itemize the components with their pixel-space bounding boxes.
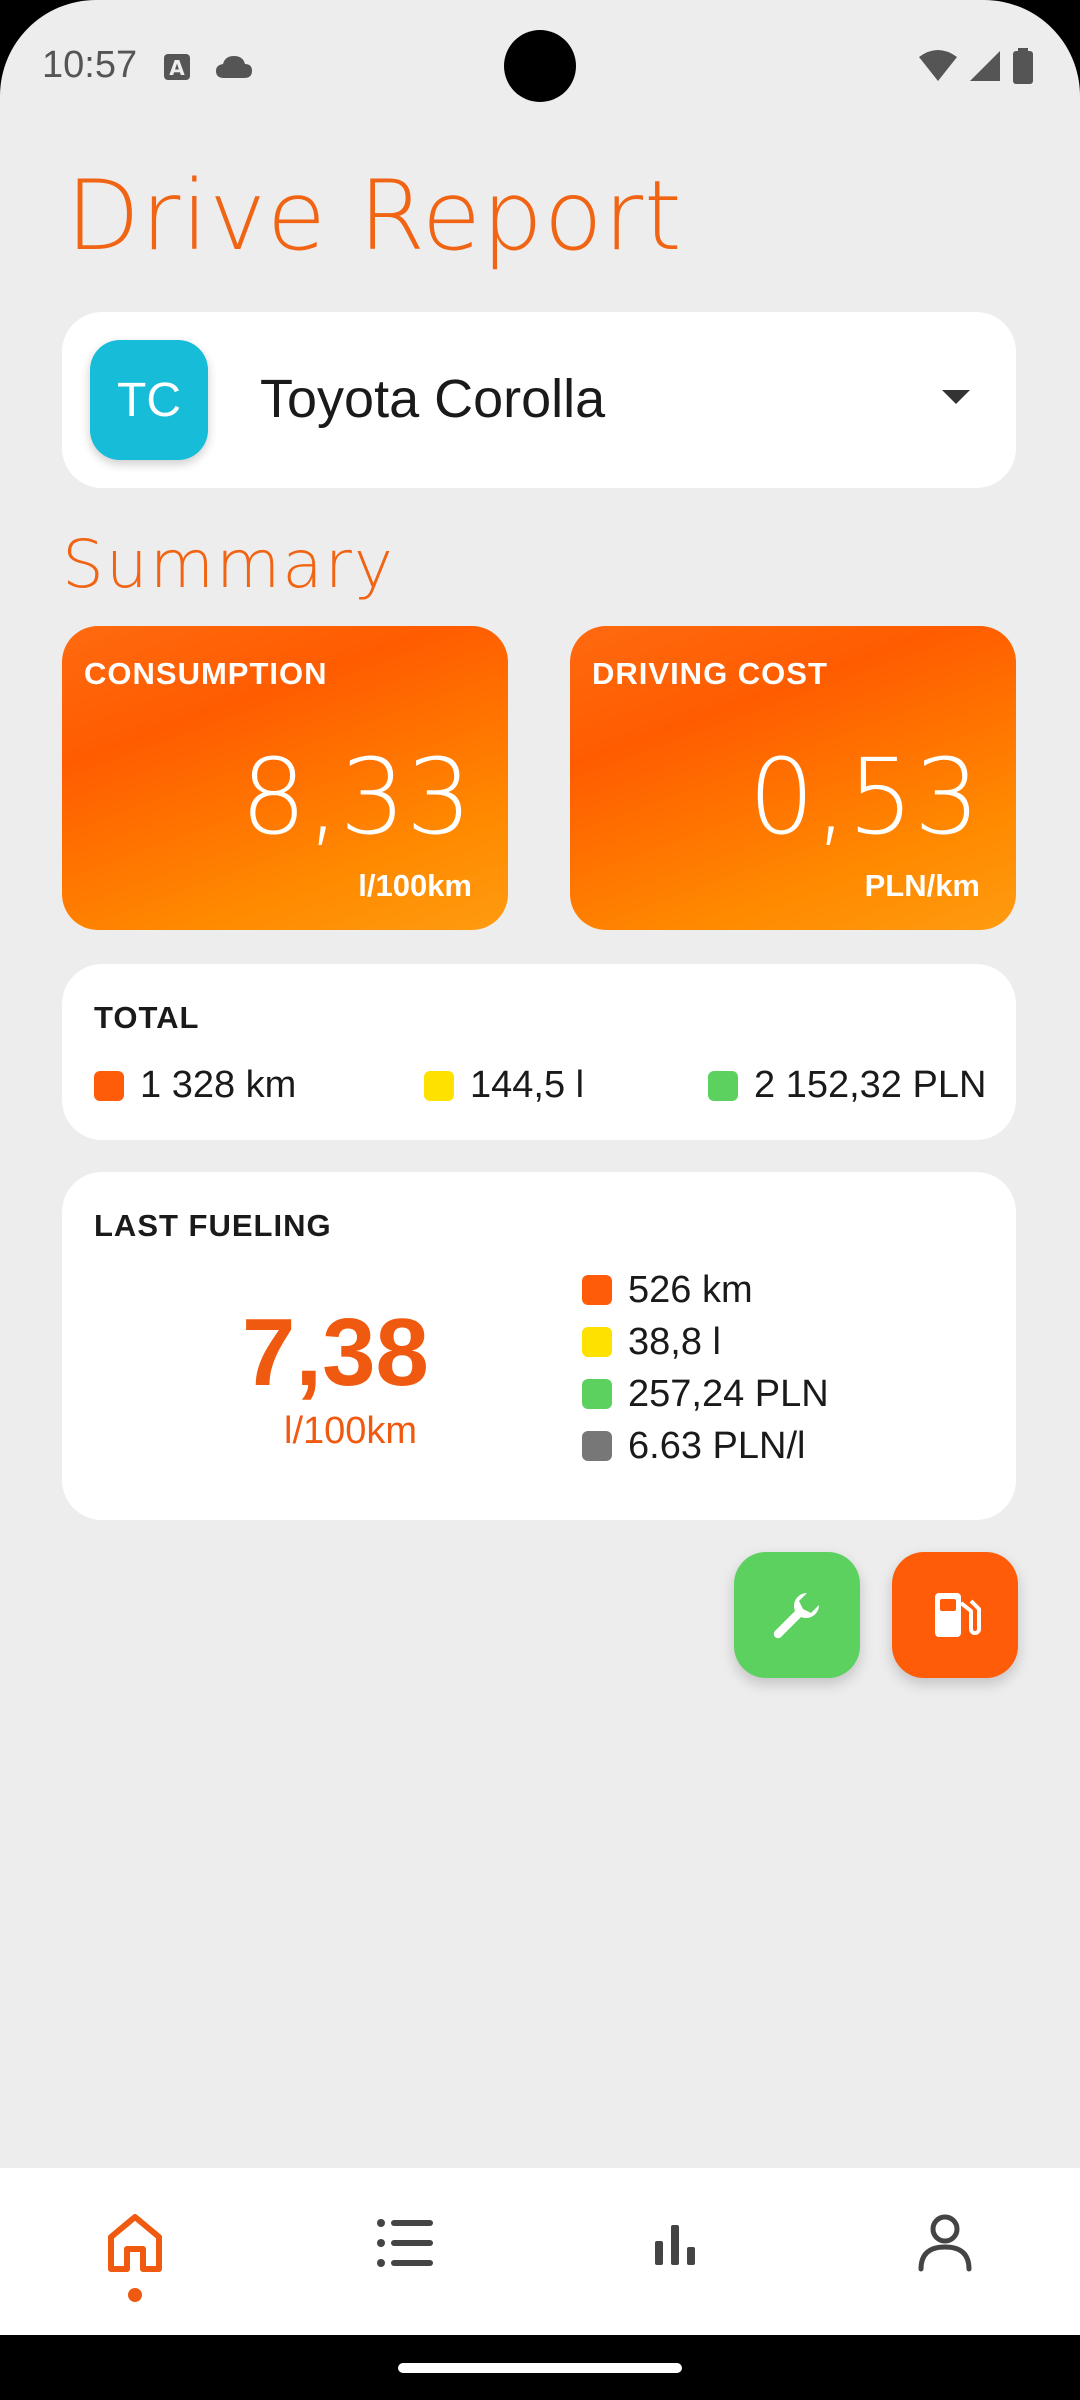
- last-fueling-heading: LAST FUELING: [94, 1208, 332, 1243]
- total-fuel-text: 144,5 l: [470, 1064, 585, 1106]
- page-title: Drive Report: [66, 160, 683, 272]
- price-color-square: [582, 1431, 612, 1461]
- home-icon: [108, 2214, 162, 2272]
- battery-icon: [1013, 48, 1033, 84]
- driving-cost-card: DRIVING COST 0,53 PLN/km: [570, 626, 1016, 930]
- last-volume-text: 38,8 l: [628, 1320, 721, 1363]
- consumption-label: CONSUMPTION: [84, 656, 328, 691]
- consumption-unit: l/100km: [358, 868, 472, 903]
- vehicle-name: Toyota Corolla: [260, 369, 606, 429]
- status-icons: [918, 48, 1034, 84]
- wrench-icon: [773, 1593, 819, 1639]
- signal-icon: [970, 51, 1000, 81]
- distance-color-square: [94, 1070, 124, 1101]
- profile-icon: [918, 2214, 972, 2272]
- total-distance: 1 328 km: [94, 1064, 296, 1107]
- fuel-pump-icon: [935, 1593, 981, 1637]
- bottom-navigation: [0, 2168, 1080, 2335]
- fuel-color-square: [582, 1327, 612, 1357]
- total-heading: TOTAL: [94, 1000, 200, 1035]
- nav-list[interactable]: [370, 2208, 440, 2278]
- consumption-card: CONSUMPTION 8,33 l/100km: [62, 626, 508, 930]
- driving-cost-unit: PLN/km: [864, 868, 980, 903]
- last-fueling-unit: l/100km: [284, 1410, 418, 1452]
- total-cost: 2 152,32 PLN: [708, 1064, 986, 1107]
- chevron-down-icon[interactable]: [942, 388, 970, 406]
- total-cost-text: 2 152,32 PLN: [754, 1064, 987, 1106]
- active-nav-indicator: [128, 2288, 142, 2302]
- driving-cost-value: 0,53: [748, 736, 980, 858]
- total-card: TOTAL 1 328 km 144,5 l 2 152,32 PLN: [62, 964, 1016, 1140]
- front-camera: [504, 30, 576, 102]
- text-a-icon: A: [164, 54, 190, 80]
- cost-color-square: [582, 1379, 612, 1409]
- last-fueling-price: 6.63 PLN/l: [582, 1420, 829, 1472]
- total-distance-text: 1 328 km: [140, 1064, 297, 1106]
- wifi-icon: [919, 50, 957, 81]
- nav-profile[interactable]: [910, 2208, 980, 2278]
- last-fueling-card: LAST FUELING 7,38 l/100km 526 km 38,8 l …: [62, 1172, 1016, 1520]
- summary-title: Summary: [62, 526, 395, 603]
- last-price-text: 6.63 PLN/l: [628, 1424, 806, 1467]
- distance-color-square: [582, 1275, 612, 1305]
- gesture-home-indicator[interactable]: [398, 2363, 682, 2373]
- status-time: 10:57: [42, 44, 138, 86]
- nav-home[interactable]: [100, 2208, 170, 2278]
- fuel-color-square: [424, 1070, 454, 1101]
- last-fueling-details: 526 km 38,8 l 257,24 PLN 6.63 PLN/l: [582, 1264, 829, 1472]
- nav-statistics[interactable]: [640, 2208, 710, 2278]
- cloud-icon: [216, 56, 252, 78]
- add-fueling-button[interactable]: [892, 1552, 1018, 1678]
- last-fueling-volume: 38,8 l: [582, 1316, 829, 1368]
- driving-cost-label: DRIVING COST: [592, 656, 828, 691]
- last-fueling-cost: 257,24 PLN: [582, 1368, 829, 1420]
- vehicle-avatar: TC: [90, 340, 208, 460]
- vehicle-selector[interactable]: TC Toyota Corolla: [62, 312, 1016, 488]
- app-screen: 10:57 A Drive Report TC Toyota Corolla S…: [0, 0, 1080, 2335]
- last-distance-text: 526 km: [628, 1268, 753, 1311]
- last-fueling-distance: 526 km: [582, 1264, 829, 1316]
- consumption-value: 8,33: [240, 736, 472, 858]
- bar-chart-icon: [655, 2225, 695, 2265]
- total-fuel: 144,5 l: [424, 1064, 584, 1107]
- list-icon: [377, 2219, 433, 2267]
- last-fueling-value: 7,38: [242, 1299, 429, 1406]
- last-cost-text: 257,24 PLN: [628, 1372, 829, 1415]
- cost-color-square: [708, 1070, 738, 1101]
- add-service-button[interactable]: [734, 1552, 860, 1678]
- svg-text:A: A: [169, 56, 185, 80]
